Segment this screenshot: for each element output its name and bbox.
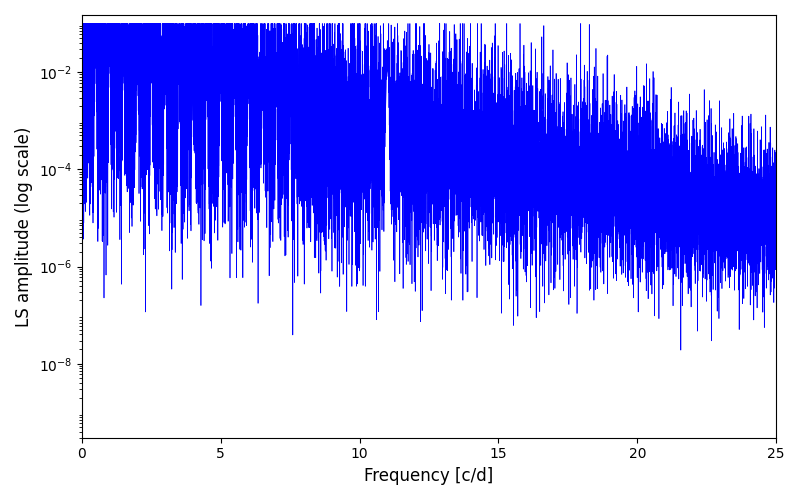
Y-axis label: LS amplitude (log scale): LS amplitude (log scale) bbox=[15, 126, 33, 326]
X-axis label: Frequency [c/d]: Frequency [c/d] bbox=[364, 467, 494, 485]
